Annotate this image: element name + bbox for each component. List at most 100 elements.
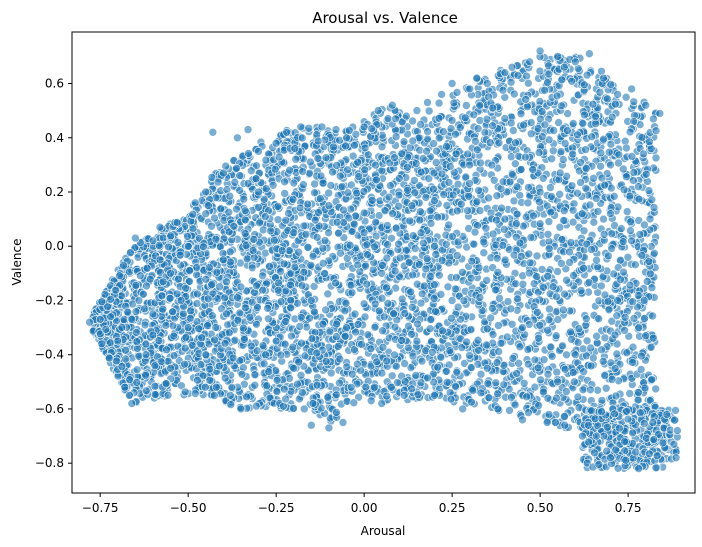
scatter-point [573,188,582,198]
scatter-point [341,141,350,151]
scatter-point [304,124,314,133]
scatter-point [622,143,631,153]
scatter-point [465,351,474,360]
scatter-point [321,305,331,315]
scatter-point [235,171,245,180]
scatter-point [616,275,625,284]
scatter-point [380,206,390,215]
scatter-point [570,377,579,387]
scatter-point [332,161,342,170]
scatter-point [391,132,401,141]
scatter-point [621,92,631,102]
scatter-point [285,246,294,255]
scatter-point [625,389,635,398]
scatter-point [274,278,283,288]
scatter-point [533,124,543,133]
scatter-point [429,139,438,148]
scatter-point [463,206,472,215]
scatter-point [382,253,392,263]
scatter-point [367,196,377,205]
scatter-point [565,258,574,267]
scatter-point [416,298,426,308]
scatter-point [158,233,168,243]
scatter-point [250,380,260,390]
scatter-point [366,344,376,354]
scatter-point [296,370,306,380]
scatter-point [488,303,497,313]
scatter-point [199,242,208,252]
scatter-point [512,369,522,378]
scatter-point [455,123,465,132]
scatter-point [648,333,658,343]
scatter-point [361,382,371,392]
scatter-point [649,249,659,258]
chart-title: Arousal vs. Valence [312,9,458,27]
scatter-point [498,85,508,95]
scatter-point [240,215,250,225]
scatter-point [350,141,359,150]
scatter-point [211,323,220,332]
scatter-point [522,71,531,81]
scatter-point [264,367,274,376]
scatter-point [265,262,274,271]
scatter-point [494,347,504,356]
scatter-point [289,178,299,188]
scatter-point [512,182,522,191]
scatter-point [439,127,448,136]
scatter-point [551,418,560,427]
scatter-point [247,263,257,273]
scatter-point [568,217,578,227]
scatter-point [371,217,381,227]
scatter-point [259,359,269,369]
scatter-point [399,390,409,400]
scatter-point [370,382,379,392]
scatter-point [494,321,503,330]
scatter-point [560,289,569,299]
scatter-point [519,378,529,388]
scatter-point [486,313,496,323]
scatter-point [418,154,428,163]
scatter-point [245,312,255,322]
scatter-point [495,293,504,303]
scatter-point [648,311,657,321]
scatter-point [520,152,530,162]
scatter-point [519,120,528,130]
scatter-point [535,320,545,330]
scatter-point [629,97,639,107]
scatter-point [254,203,263,212]
scatter-point [597,396,607,405]
scatter-point [105,353,114,363]
scatter-point [141,386,151,396]
scatter-point [524,408,533,417]
scatter-point [483,379,493,388]
scatter-point [248,246,258,255]
scatter-point [500,114,510,123]
scatter-point [326,368,336,378]
scatter-point [262,381,272,391]
scatter-point [313,154,323,163]
scatter-point [444,178,454,187]
scatter-point [408,136,418,146]
scatter-point [299,221,309,231]
scatter-point [568,149,578,159]
scatter-point [394,190,404,200]
scatter-point [619,267,628,277]
scatter-point [359,299,369,309]
scatter-point [607,244,616,253]
scatter-point [461,101,471,110]
scatter-point [649,114,658,124]
scatter-point [607,375,617,384]
scatter-point [371,160,380,170]
scatter-point [625,191,635,201]
scatter-point [119,261,128,270]
scatter-point [168,307,177,317]
scatter-point [249,253,259,262]
scatter-point [509,89,519,99]
scatter-point [530,355,540,365]
scatter-point [646,269,655,279]
scatter-point [496,338,506,348]
scatter-point [443,282,453,292]
scatter-point [452,88,462,97]
scatter-point [197,333,206,343]
scatter-point [442,377,452,387]
